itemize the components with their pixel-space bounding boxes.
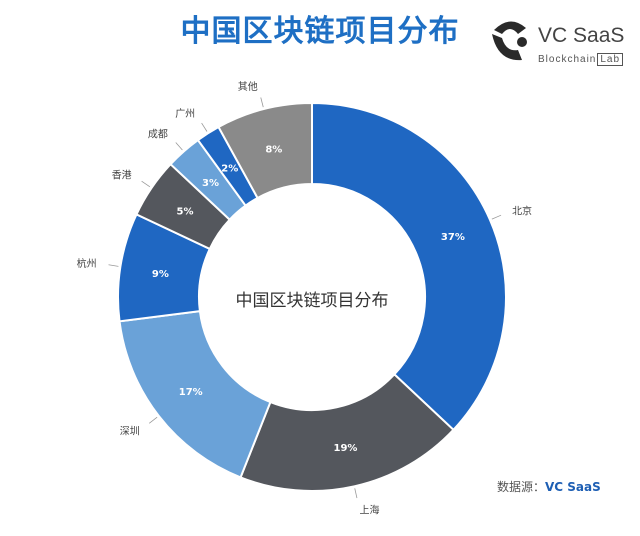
slice-value-label: 3%: [202, 178, 219, 189]
slice-leader-line: [175, 142, 183, 151]
vc-saas-logo-icon: [492, 21, 527, 61]
source-value: VC SaaS: [545, 480, 601, 494]
slice-category-label: 其他: [238, 80, 258, 93]
data-source: 数据源：VC SaaS: [497, 478, 601, 495]
logo-sub-text: Blockchain Lab: [538, 53, 624, 66]
slice-leader-line: [108, 264, 119, 267]
slice-value-label: 37%: [441, 232, 465, 243]
slice-value-label: 8%: [265, 144, 282, 155]
slice-leader-line: [354, 488, 358, 499]
slice-value-label: 5%: [177, 207, 194, 218]
logo-sub-boxed: Lab: [597, 53, 624, 66]
slice-category-label: 上海: [360, 504, 380, 517]
slice-leader-line: [148, 416, 158, 424]
slice-category-label: 深圳: [120, 426, 140, 438]
slice-category-label: 香港: [112, 169, 132, 181]
slice-leader-line: [491, 214, 502, 220]
chart-title: 中国区块链项目分布: [180, 14, 460, 49]
slice-category-label: 杭州: [77, 257, 97, 270]
slice-category-label: 成都: [148, 128, 168, 140]
slice-value-label: 19%: [334, 443, 358, 454]
donut-center-label: 中国区块链项目分布: [236, 291, 389, 311]
vc-saas-logo: VC SaaS Blockchain Lab: [488, 14, 628, 70]
donut-slice-7: [217, 101, 313, 200]
slice-category-label: 北京: [512, 204, 532, 217]
slice-value-label: 2%: [221, 163, 238, 174]
slice-value-label: 17%: [179, 387, 203, 398]
slice-leader-line: [141, 180, 151, 188]
slice-value-label: 9%: [152, 269, 169, 280]
donut-slice-0: [311, 101, 507, 432]
source-label: 数据源：: [497, 480, 546, 494]
slice-leader-line: [201, 122, 208, 132]
slice-leader-line: [260, 97, 264, 108]
slice-category-label: 广州: [175, 108, 195, 120]
logo-brand-text: VC SaaS: [538, 24, 625, 47]
logo-sub-prefix: Blockchain: [538, 54, 597, 65]
